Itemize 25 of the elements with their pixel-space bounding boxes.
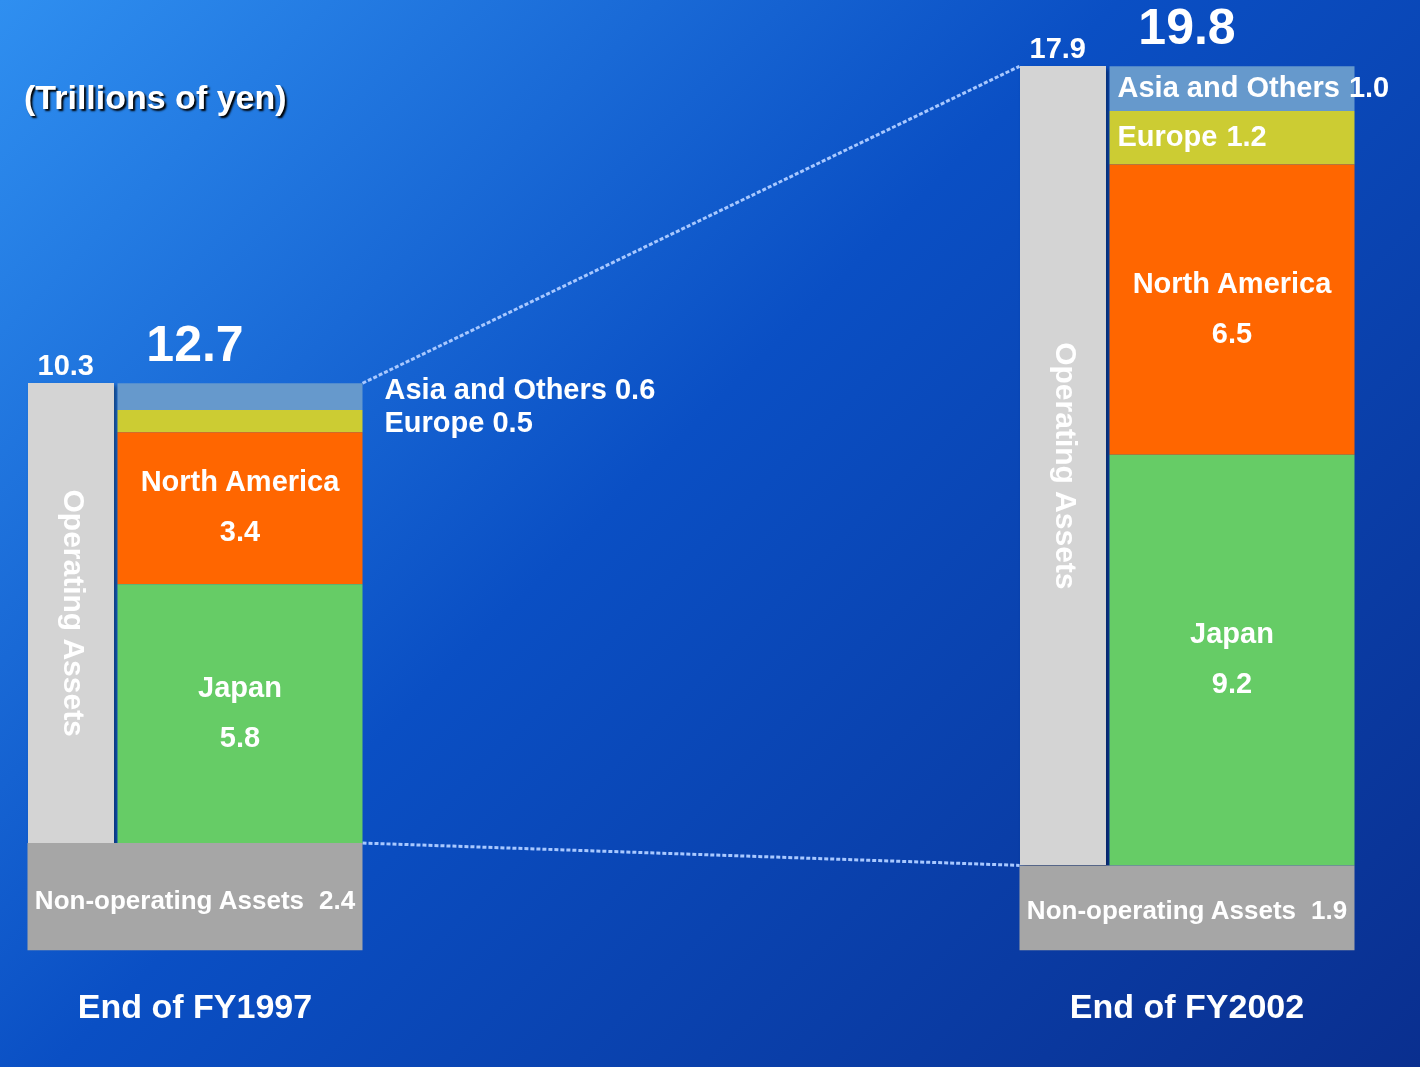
data-label: 1.0: [1348, 70, 1390, 103]
x-tick-label: End of FY2002: [1069, 986, 1305, 1025]
annotation: Asia and Others 0.6: [384, 373, 656, 406]
text: Non-operating Assets: [34, 885, 305, 916]
series-label: Japan: [1190, 617, 1274, 650]
total-label: 19.8: [1138, 0, 1236, 56]
data-label: 9.2: [1211, 667, 1253, 700]
data-label: 5.8: [219, 720, 261, 753]
annotation: 10.3: [37, 349, 94, 382]
y-axis-title: (Trillions of yen): [24, 78, 287, 117]
x-tick-label: End of FY1997: [77, 986, 313, 1025]
text: Japan: [198, 670, 282, 703]
series-label: Non-operating Assets: [1026, 895, 1297, 926]
data-label: 6.5: [1211, 316, 1253, 349]
data-label: 3.4: [219, 515, 261, 548]
text: 17.9: [1029, 32, 1086, 65]
annotation: Europe 0.5: [384, 406, 533, 439]
text: North America: [140, 465, 340, 498]
data-label: 1.2: [1226, 119, 1267, 152]
data-label: 1.9: [1311, 895, 1348, 926]
series-label: Asia and Others: [1117, 70, 1340, 103]
series-label: Europe: [1117, 119, 1218, 152]
series-label: North America: [1132, 266, 1333, 299]
data-label: 2.4: [319, 885, 356, 916]
total-label: 12.7: [146, 316, 244, 373]
